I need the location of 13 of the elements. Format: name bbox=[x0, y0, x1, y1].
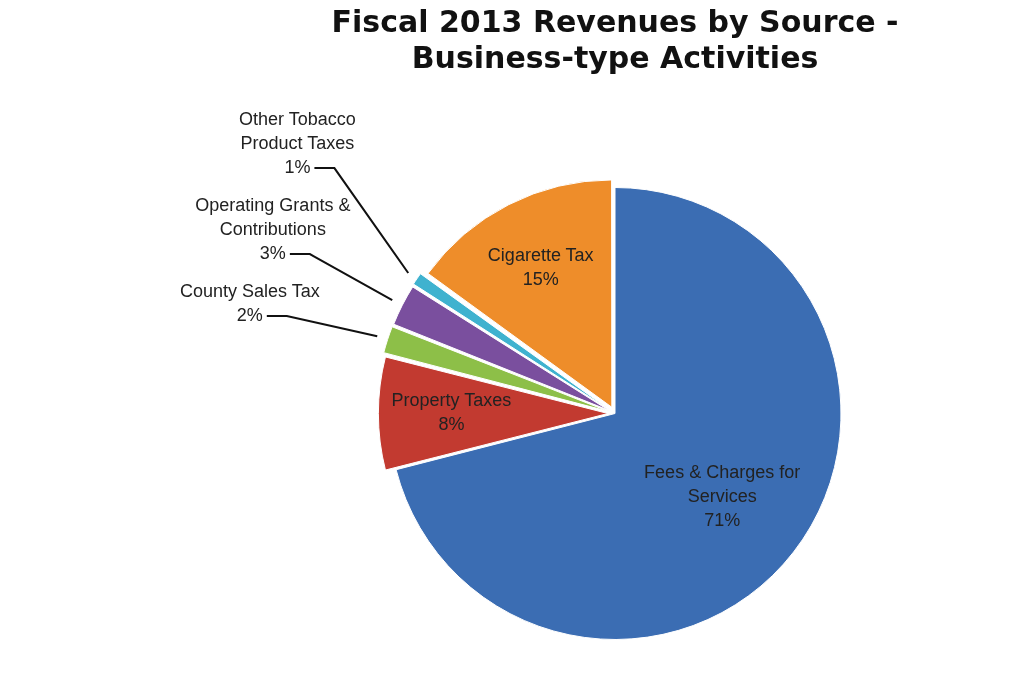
data-label: 1% bbox=[284, 157, 311, 178]
data-label: 8% bbox=[438, 414, 465, 435]
data-label: 71% bbox=[704, 509, 741, 530]
slice-label: Operating Grants & Contributions bbox=[195, 195, 351, 240]
slice-label: County Sales Tax bbox=[179, 281, 320, 302]
slice-label: Other Tobacco Product Taxes bbox=[239, 109, 356, 154]
slice-label: Cigarette Tax bbox=[487, 244, 594, 265]
data-label: 2% bbox=[236, 305, 263, 326]
chart-title: Fiscal 2013 Revenues by Source - Business-type Activities bbox=[331, 3, 899, 75]
data-label: 3% bbox=[259, 243, 286, 264]
slice-label: Property Taxes bbox=[391, 390, 512, 411]
slice-label: Fees & Charges for Services bbox=[644, 461, 801, 506]
data-label: 15% bbox=[522, 268, 559, 289]
